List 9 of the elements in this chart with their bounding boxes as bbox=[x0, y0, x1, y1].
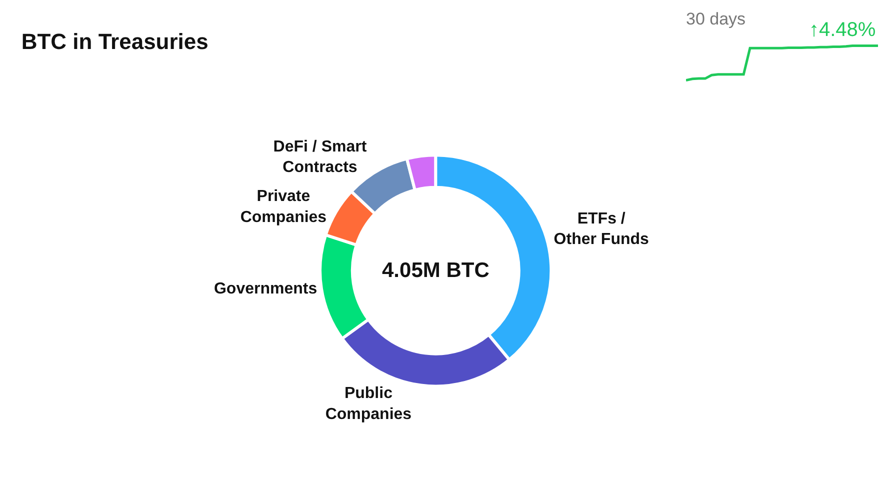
slice-label: Public Companies bbox=[325, 384, 412, 423]
slice-label: ETFs / Other Funds bbox=[554, 210, 650, 248]
slice-label: Private Companies bbox=[240, 188, 327, 226]
chart-title: BTC in Treasuries bbox=[21, 28, 208, 54]
text: 4.05M BTC bbox=[382, 259, 490, 282]
slice-label: Governments bbox=[214, 280, 318, 298]
chart-title: 30 days bbox=[686, 9, 746, 28]
slice-label: DeFi / Smart Contracts bbox=[273, 138, 368, 176]
text: ↑4.48% bbox=[809, 19, 876, 41]
